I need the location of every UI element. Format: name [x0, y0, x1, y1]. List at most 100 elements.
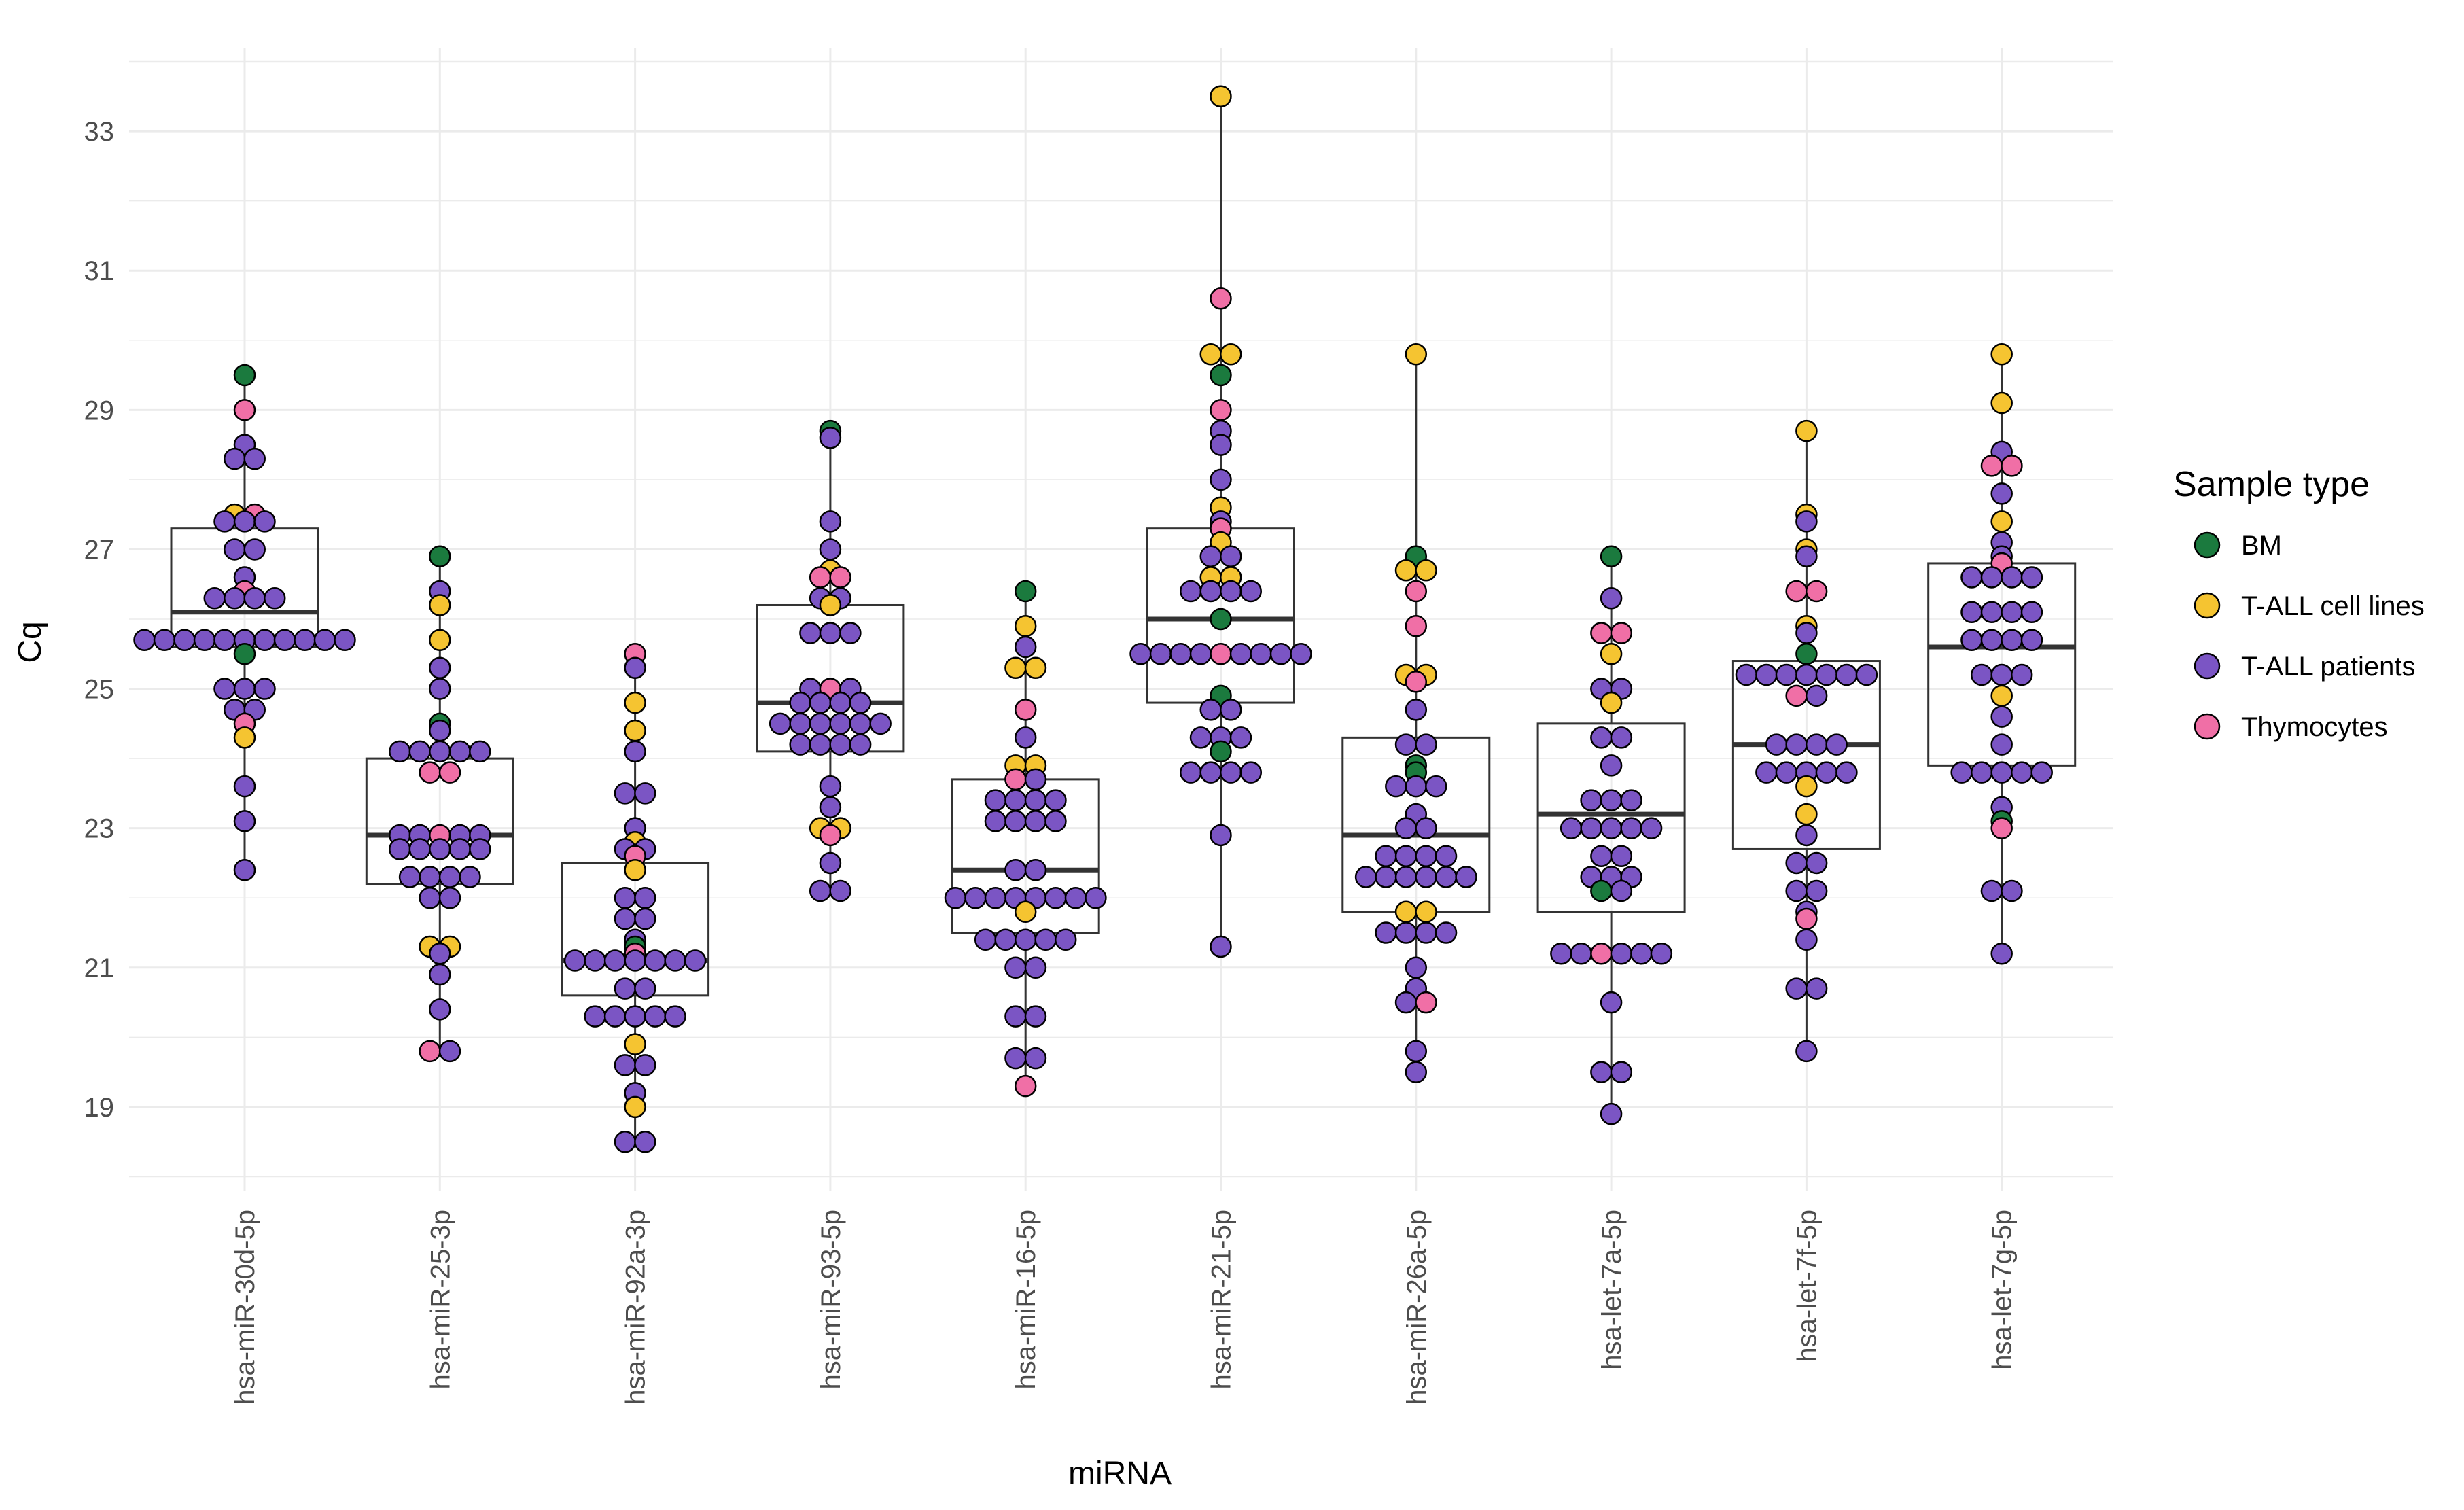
point-t-all-patients — [429, 838, 451, 860]
point-t-all-patients — [849, 712, 872, 735]
point-thymocytes — [819, 824, 842, 847]
point-bm — [233, 643, 256, 665]
point-t-all-patients — [1199, 580, 1222, 603]
point-t-all-patients — [1415, 733, 1437, 756]
point-bm — [1014, 580, 1037, 603]
point-t-all-patients — [408, 838, 432, 860]
point-t-all-patients — [438, 866, 461, 888]
point-t-all-patients — [1835, 761, 1858, 784]
point-t-all-patients — [398, 866, 421, 888]
point-t-all-patients — [1795, 1040, 1818, 1063]
point-t-all-patients — [1580, 789, 1602, 811]
point-t-all-patients — [1735, 663, 1758, 686]
point-t-all-patients — [644, 949, 667, 972]
point-t-all-patients — [1435, 866, 1458, 888]
x-axis-ticks: hsa-miR-30d-5p hsa-miR-25-3p hsa-miR-92a-3… — [230, 1210, 2018, 1405]
legend-title: Sample type — [2173, 465, 2370, 504]
x-axis-title: miRNA — [1068, 1456, 1172, 1492]
point-thymocytes — [1415, 991, 1437, 1014]
point-t-all-patients — [1990, 482, 2013, 505]
point-bm — [1210, 364, 1232, 387]
point-t-all-patients — [1405, 775, 1428, 798]
point-t-all-patients — [1180, 761, 1202, 784]
point-t-all-patients — [253, 678, 276, 700]
point-t-all-patients — [1405, 956, 1428, 979]
point-t-all-patients — [1415, 921, 1437, 944]
point-t-all-patients — [1014, 726, 1037, 749]
point-t-all-patients — [1250, 643, 1272, 665]
point-t-all-cell-lines — [1210, 85, 1232, 108]
x-tick-label: hsa-miR-26a-5p — [1402, 1210, 1432, 1405]
point-t-all-patients — [438, 886, 461, 909]
point-t-all-patients — [819, 510, 842, 533]
point-t-all-patients — [1610, 726, 1633, 749]
point-thymocytes — [809, 566, 832, 589]
y-tick-label: 33 — [84, 117, 115, 147]
point-t-all-patients — [603, 1005, 627, 1028]
point-t-all-patients — [809, 733, 832, 756]
point-thymocytes — [419, 761, 441, 784]
legend-item-t-all-cell-lines: T-ALL cell lines — [2194, 591, 2425, 621]
point-t-all-patients — [133, 629, 156, 652]
point-bm — [1600, 545, 1623, 567]
point-t-all-patients — [1064, 886, 1087, 909]
point-t-all-patients — [789, 691, 811, 714]
point-t-all-patients — [634, 907, 656, 930]
point-t-all-patients — [1405, 1061, 1428, 1083]
point-t-all-patients — [664, 1005, 686, 1028]
point-t-all-patients — [1970, 663, 1993, 686]
point-t-all-patients — [1815, 761, 1838, 784]
point-t-all-patients — [1640, 817, 1663, 839]
point-t-all-patients — [1375, 845, 1397, 867]
point-t-all-patients — [224, 586, 246, 610]
point-t-all-patients — [1239, 580, 1262, 603]
point-t-all-patients — [1394, 991, 1418, 1014]
point-t-all-patients — [1004, 789, 1027, 811]
point-t-all-patients — [1775, 663, 1798, 686]
point-t-all-patients — [1149, 643, 1172, 665]
point-t-all-cell-lines — [429, 629, 451, 652]
point-t-all-patients — [253, 629, 276, 652]
point-t-all-patients — [1590, 845, 1613, 867]
point-t-all-patients — [994, 928, 1017, 951]
y-tick-label: 25 — [84, 675, 115, 705]
point-t-all-patients — [1394, 866, 1418, 888]
point-t-all-patients — [944, 886, 967, 909]
point-t-all-patients — [634, 782, 656, 805]
point-t-all-patients — [1600, 817, 1623, 839]
point-t-all-patients — [2020, 601, 2043, 623]
point-t-all-patients — [1405, 699, 1428, 721]
point-t-all-patients — [1980, 601, 2003, 623]
point-t-all-patients — [1405, 1040, 1428, 1063]
point-t-all-patients — [1375, 921, 1397, 944]
point-thymocytes — [1210, 399, 1232, 421]
point-t-all-cell-lines — [624, 691, 646, 714]
point-t-all-patients — [1220, 545, 1242, 567]
point-t-all-patients — [1024, 810, 1047, 832]
point-t-all-patients — [2010, 663, 2033, 686]
legend-label-t-all-patients: T-ALL patients — [2241, 652, 2415, 682]
point-t-all-patients — [1950, 761, 1973, 784]
point-t-all-patients — [664, 949, 686, 972]
point-t-all-patients — [1210, 935, 1232, 958]
legend-item-bm: BM — [2194, 531, 2282, 561]
x-tick-label: hsa-miR-93-5p — [816, 1210, 846, 1390]
point-t-all-patients — [1044, 810, 1067, 832]
point-t-all-patients — [1394, 817, 1418, 839]
point-t-all-cell-lines — [1795, 803, 1818, 826]
point-thymocytes — [1014, 699, 1037, 721]
point-t-all-patients — [1620, 789, 1642, 811]
point-thymocytes — [1210, 643, 1232, 665]
boxplots — [170, 96, 2077, 1142]
point-t-all-patients — [1785, 879, 1808, 902]
point-t-all-patients — [819, 775, 842, 798]
legend-item-thymocytes: Thymocytes — [2194, 712, 2388, 742]
point-t-all-patients — [213, 629, 236, 652]
point-t-all-patients — [1795, 545, 1818, 567]
legend-swatch-t-all-cell-lines — [2194, 592, 2221, 619]
point-t-all-patients — [1610, 943, 1633, 965]
point-t-all-patients — [1980, 879, 2003, 902]
point-thymocytes — [1610, 622, 1633, 644]
point-t-all-patients — [313, 629, 336, 652]
point-t-all-patients — [233, 810, 256, 832]
